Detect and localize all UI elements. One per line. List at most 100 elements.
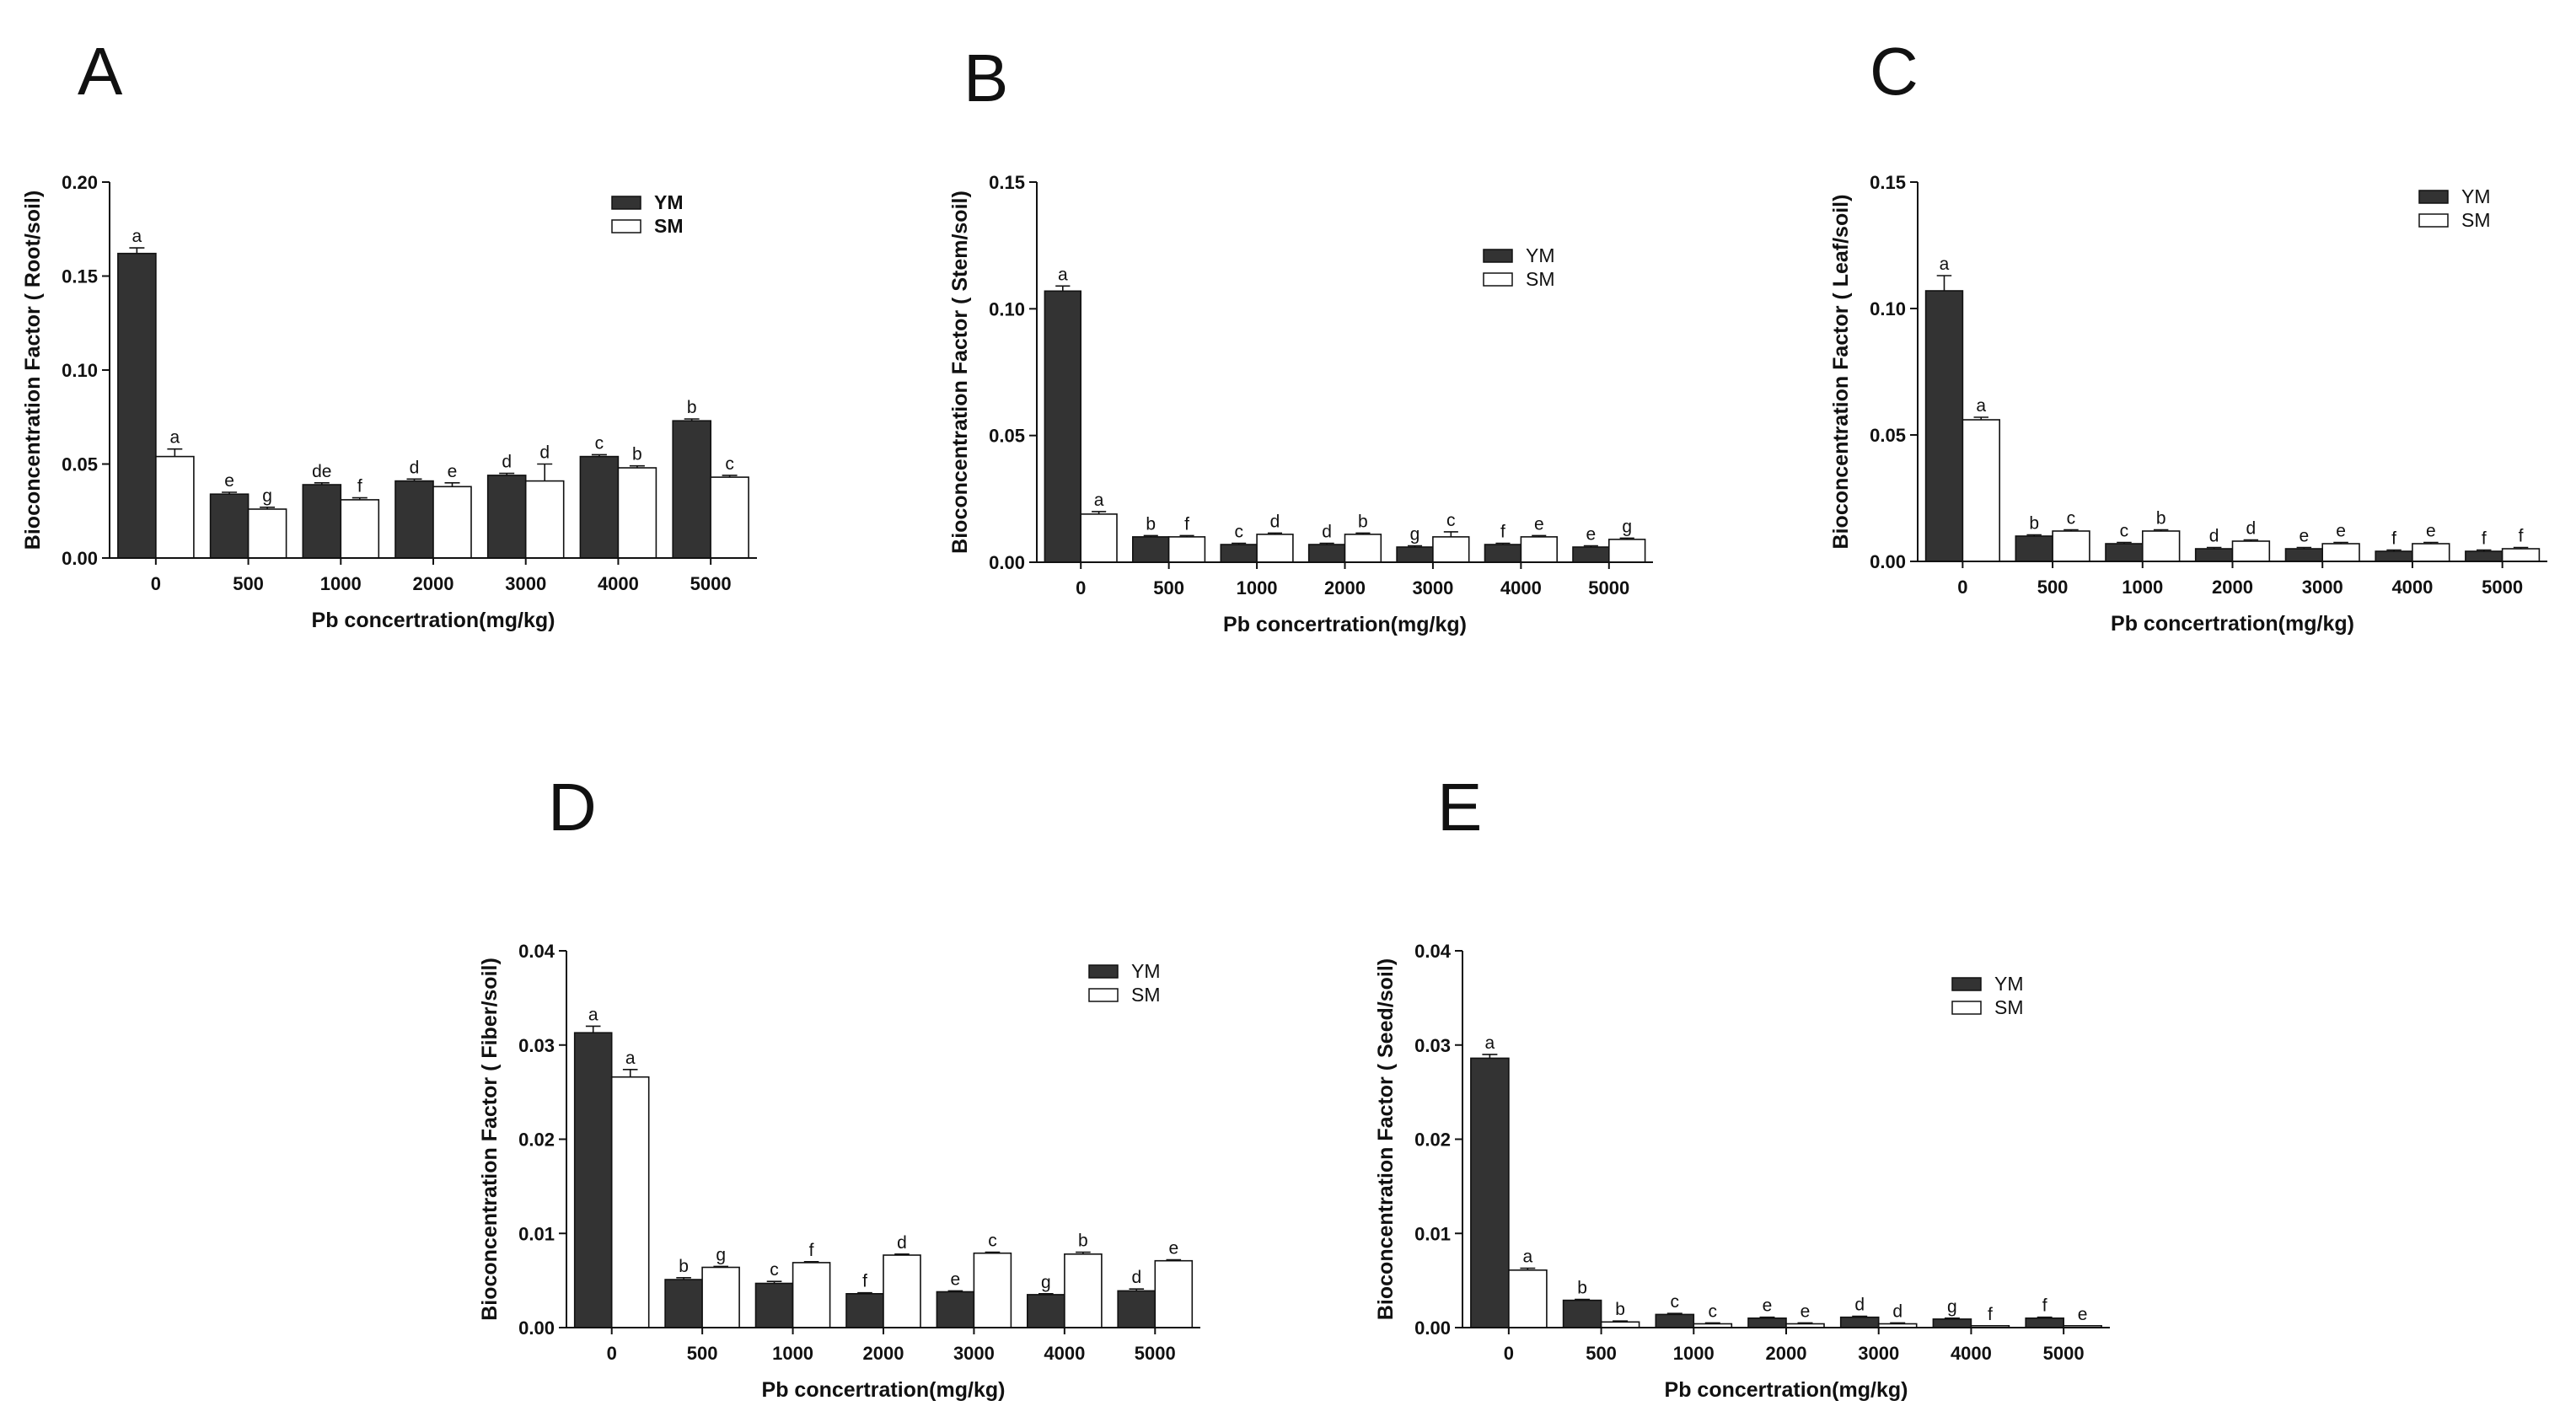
bar-sm-500 <box>701 1266 740 1328</box>
sig-letter-ym-0: a <box>588 1005 598 1024</box>
x-tick-label-500: 500 <box>2037 577 2069 598</box>
bar-ym-4000 <box>2375 550 2413 562</box>
y-tick-label-0.15: 0.15 <box>1870 172 1906 193</box>
bar-sm-3000 <box>524 480 565 559</box>
sig-letter-sm-5000: c <box>725 454 734 474</box>
x-tick-label-0: 0 <box>607 1343 617 1364</box>
sig-letter-ym-4000: c <box>595 433 604 453</box>
bar-ym-5000 <box>1572 546 1610 563</box>
bar-ym-2000 <box>394 480 434 559</box>
bar-ym-5000 <box>672 420 712 559</box>
bar-sm-0 <box>1508 1269 1548 1328</box>
sig-letter-sm-0: a <box>169 428 180 448</box>
sig-letter-sm-0: a <box>1976 396 1986 416</box>
sig-letter-ym-3000: d <box>502 453 512 472</box>
bar-sm-1000 <box>340 499 380 559</box>
bar-ym-2000 <box>1747 1317 1787 1328</box>
panel-letter-a: A <box>78 34 123 109</box>
y-tick-label-0.05: 0.05 <box>62 454 98 475</box>
x-tick-label-1000: 1000 <box>772 1343 813 1364</box>
y-tick-label-0.01: 0.01 <box>518 1223 555 1244</box>
bar-ym-5000 <box>1117 1290 1156 1328</box>
y-tick-label-0.15: 0.15 <box>62 266 98 287</box>
sig-letter-ym-5000: b <box>687 398 697 417</box>
sig-letter-ym-3000: g <box>1410 525 1420 545</box>
bar-ym-0 <box>573 1032 613 1328</box>
sig-letter-ym-500: e <box>224 471 234 491</box>
x-tick-label-2000: 2000 <box>413 573 454 594</box>
x-tick-label-1000: 1000 <box>2122 577 2163 598</box>
x-axis-label: Pb concertration(mg/kg) <box>1665 1378 1908 1402</box>
sig-letter-ym-2000: d <box>410 458 420 477</box>
sig-letter-ym-500: b <box>1577 1279 1587 1298</box>
x-axis-label: Pb concertration(mg/kg) <box>762 1378 1006 1402</box>
x-tick-label-0: 0 <box>1504 1343 1514 1364</box>
sig-letter-sm-2000: b <box>1358 512 1368 531</box>
bar-sm-0 <box>610 1076 650 1328</box>
x-tick-label-3000: 3000 <box>2302 577 2343 598</box>
y-tick-label-0.10: 0.10 <box>989 298 1025 319</box>
y-tick-label-0.20: 0.20 <box>62 172 98 193</box>
sig-letter-sm-0: a <box>1094 491 1104 510</box>
x-tick-label-2000: 2000 <box>863 1343 904 1364</box>
bar-sm-2000 <box>432 486 472 559</box>
sig-letter-sm-500: b <box>1615 1300 1625 1319</box>
sig-letter-sm-1000: d <box>1270 512 1280 531</box>
y-tick-label-0.02: 0.02 <box>518 1130 555 1151</box>
legend-swatch-ym <box>1951 977 1982 991</box>
bar-ym-1000 <box>754 1282 794 1328</box>
sig-letter-ym-500: b <box>1146 514 1156 534</box>
sig-letter-sm-500: g <box>716 1245 726 1264</box>
bar-ym-1000 <box>302 484 342 559</box>
sig-letter-sm-3000: e <box>2336 522 2346 541</box>
sig-letter-sm-3000: c <box>1446 511 1456 530</box>
legend-label-sm: SM <box>1526 268 1555 290</box>
bar-sm-0 <box>155 455 195 559</box>
sig-letter-sm-5000: e <box>2078 1305 2088 1324</box>
x-tick-label-1000: 1000 <box>320 573 362 594</box>
legend-label-ym: YM <box>1994 973 2024 995</box>
bar-ym-4000 <box>1484 544 1522 563</box>
legend-swatch-sm <box>611 219 641 233</box>
x-tick-label-3000: 3000 <box>953 1343 995 1364</box>
sig-letter-sm-1000: f <box>809 1241 814 1260</box>
sig-letter-sm-2000: d <box>897 1233 907 1253</box>
sig-letter-ym-1000: c <box>2120 522 2129 541</box>
bar-ym-500 <box>1132 536 1170 563</box>
sig-letter-ym-5000: f <box>2042 1296 2047 1316</box>
x-tick-label-5000: 5000 <box>1135 1343 1176 1364</box>
x-tick-label-0: 0 <box>1076 577 1086 598</box>
y-tick-label-0.05: 0.05 <box>1870 425 1906 446</box>
bar-sm-5000 <box>710 476 749 559</box>
x-tick-label-5000: 5000 <box>690 573 732 594</box>
legend-label-sm: SM <box>1131 984 1161 1006</box>
sig-letter-ym-4000: f <box>1500 523 1505 542</box>
panel-letter-e: E <box>1437 770 1482 845</box>
x-tick-label-0: 0 <box>151 573 161 594</box>
sig-letter-ym-2000: d <box>2209 527 2219 546</box>
bar-sm-4000 <box>2412 543 2450 562</box>
chart-panel-c: Ca a 0 b c 500 c b 1000 d d 2000 e e 3000 f e 4000 f f 5000 0… <box>1829 34 2547 636</box>
legend-swatch-sm <box>1483 272 1513 287</box>
bar-ym-3000 <box>936 1291 975 1328</box>
bar-ym-3000 <box>1839 1316 1880 1328</box>
panel-letter-b: B <box>963 40 1008 115</box>
sig-letter-ym-2000: d <box>1322 523 1332 542</box>
bar-sm-4000 <box>617 467 657 559</box>
sig-letter-sm-4000: b <box>632 445 642 464</box>
legend-label-ym: YM <box>654 191 684 213</box>
sig-letter-ym-500: b <box>679 1257 689 1276</box>
x-tick-label-3000: 3000 <box>1858 1343 1899 1364</box>
x-axis-label: Pb concertration(mg/kg) <box>2111 612 2354 636</box>
sig-letter-sm-2000: d <box>2246 519 2257 539</box>
bar-ym-2000 <box>2194 548 2234 562</box>
sig-letter-ym-500: b <box>2029 514 2039 534</box>
x-axis-label: Pb concertration(mg/kg) <box>312 609 555 632</box>
bar-ym-3000 <box>2284 548 2324 562</box>
sig-letter-ym-2000: f <box>862 1272 867 1291</box>
sig-letter-ym-5000: d <box>1131 1268 1141 1287</box>
